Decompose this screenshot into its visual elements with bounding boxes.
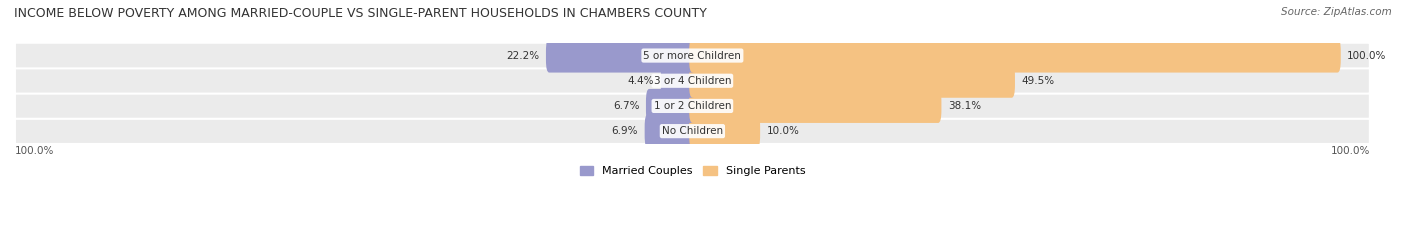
FancyBboxPatch shape xyxy=(546,38,696,72)
FancyBboxPatch shape xyxy=(689,89,942,123)
Text: INCOME BELOW POVERTY AMONG MARRIED-COUPLE VS SINGLE-PARENT HOUSEHOLDS IN CHAMBER: INCOME BELOW POVERTY AMONG MARRIED-COUPL… xyxy=(14,7,707,20)
Text: 1 or 2 Children: 1 or 2 Children xyxy=(654,101,731,111)
Text: 38.1%: 38.1% xyxy=(948,101,981,111)
FancyBboxPatch shape xyxy=(15,43,1369,69)
Text: 4.4%: 4.4% xyxy=(628,76,654,86)
FancyBboxPatch shape xyxy=(15,68,1369,94)
Legend: Married Couples, Single Parents: Married Couples, Single Parents xyxy=(579,166,806,176)
Text: 100.0%: 100.0% xyxy=(15,146,55,156)
FancyBboxPatch shape xyxy=(645,114,696,148)
FancyBboxPatch shape xyxy=(15,93,1369,119)
FancyBboxPatch shape xyxy=(689,114,761,148)
Text: 5 or more Children: 5 or more Children xyxy=(644,51,741,61)
Text: 6.9%: 6.9% xyxy=(612,126,638,136)
Text: 10.0%: 10.0% xyxy=(766,126,800,136)
Text: 100.0%: 100.0% xyxy=(1330,146,1369,156)
FancyBboxPatch shape xyxy=(15,118,1369,144)
FancyBboxPatch shape xyxy=(689,64,1015,98)
FancyBboxPatch shape xyxy=(645,89,696,123)
FancyBboxPatch shape xyxy=(661,64,696,98)
Text: 3 or 4 Children: 3 or 4 Children xyxy=(654,76,731,86)
Text: Source: ZipAtlas.com: Source: ZipAtlas.com xyxy=(1281,7,1392,17)
FancyBboxPatch shape xyxy=(689,38,1341,72)
Text: 49.5%: 49.5% xyxy=(1021,76,1054,86)
Text: 6.7%: 6.7% xyxy=(613,101,640,111)
Text: 22.2%: 22.2% xyxy=(506,51,540,61)
Text: No Children: No Children xyxy=(662,126,723,136)
Text: 100.0%: 100.0% xyxy=(1347,51,1386,61)
